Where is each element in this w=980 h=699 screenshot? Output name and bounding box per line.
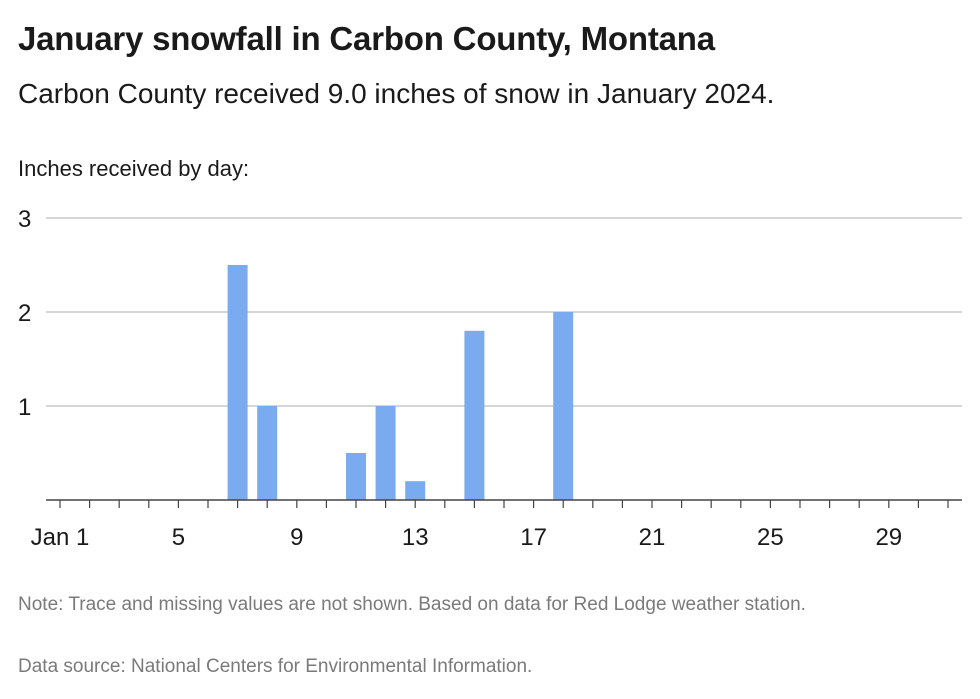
bar-day-11 (346, 453, 366, 500)
x-tick-label: 29 (875, 524, 902, 551)
x-tick-label: 25 (757, 524, 784, 551)
bar-day-18 (553, 312, 574, 500)
x-tick-label: 17 (520, 524, 547, 551)
y-tick-labels: 1 2 3 (18, 206, 31, 421)
x-tick-label: 13 (402, 524, 429, 551)
gridlines (46, 217, 962, 407)
bar-day-15 (464, 330, 485, 500)
x-tick-label: 21 (639, 524, 666, 551)
chart-note: Note: Trace and missing values are not s… (18, 594, 806, 615)
y-tick-label: 3 (18, 206, 31, 233)
chart-title: January snowfall in Carbon County, Monta… (18, 20, 715, 57)
bar-day-13 (405, 481, 426, 500)
bar-chart: Inches received by day: 1 2 3 Jan 1 5 9 13 17 2… (18, 156, 962, 551)
x-tick-labels: Jan 1 5 9 13 17 21 25 29 (31, 524, 903, 551)
bar-day-7 (227, 265, 248, 500)
y-tick-label: 1 (18, 394, 31, 421)
y-tick-label: 2 (18, 300, 31, 327)
bar-day-12 (375, 406, 396, 500)
data-source: Data source: National Centers for Enviro… (18, 656, 533, 677)
x-tick-label: 9 (290, 524, 303, 551)
bar-day-8 (257, 406, 278, 500)
bars (227, 265, 574, 500)
x-tick-label: 5 (172, 524, 185, 551)
x-axis (46, 499, 962, 508)
chart-subtitle: Carbon County received 9.0 inches of sno… (18, 78, 775, 109)
y-axis-label: Inches received by day: (18, 156, 249, 181)
x-tick-label: Jan 1 (31, 524, 90, 551)
